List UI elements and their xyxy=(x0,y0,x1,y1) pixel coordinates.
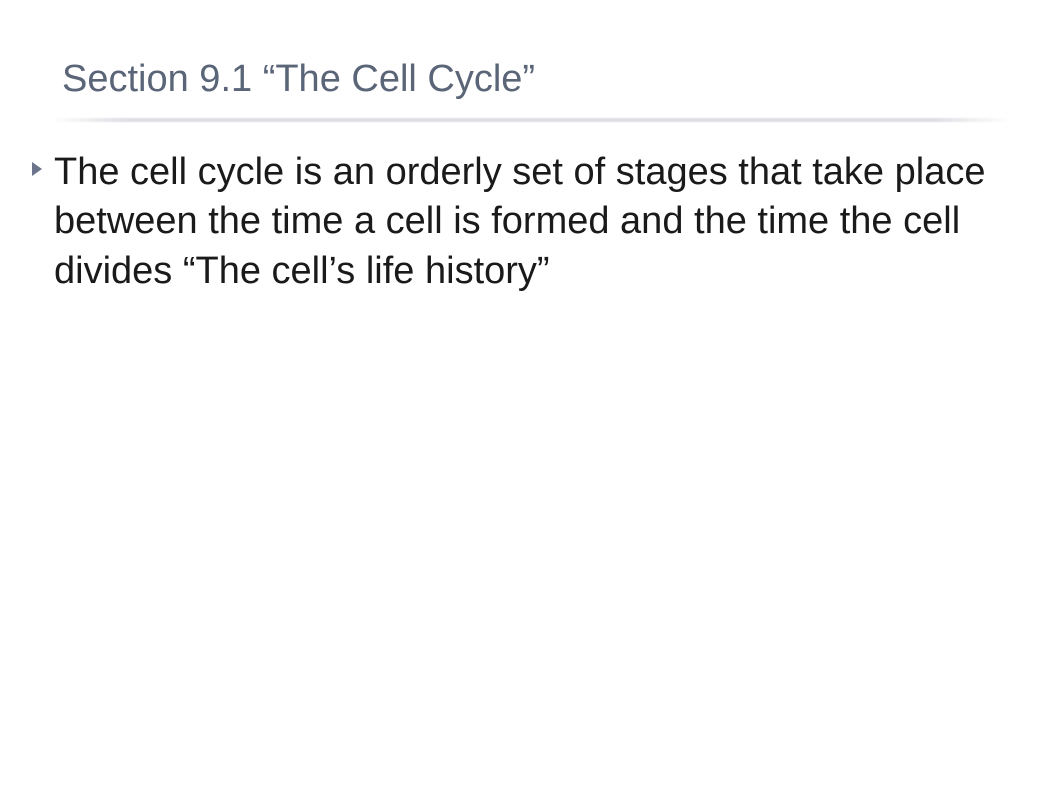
diagram-note-bottom xyxy=(440,670,630,780)
title-underline xyxy=(50,118,1010,122)
bullet-text: The cell cycle is an orderly set of stag… xyxy=(54,148,1030,296)
cell-cycle-diagram xyxy=(150,290,930,760)
bullet-item: The cell cycle is an orderly set of stag… xyxy=(30,148,1030,296)
slide: Section 9.1 “The Cell Cycle” The cell cy… xyxy=(0,0,1062,797)
bullet-marker-icon xyxy=(30,160,46,178)
diagram-note-right xyxy=(790,400,975,570)
diagram-note-left xyxy=(100,370,300,500)
slide-title: Section 9.1 “The Cell Cycle” xyxy=(62,58,535,101)
